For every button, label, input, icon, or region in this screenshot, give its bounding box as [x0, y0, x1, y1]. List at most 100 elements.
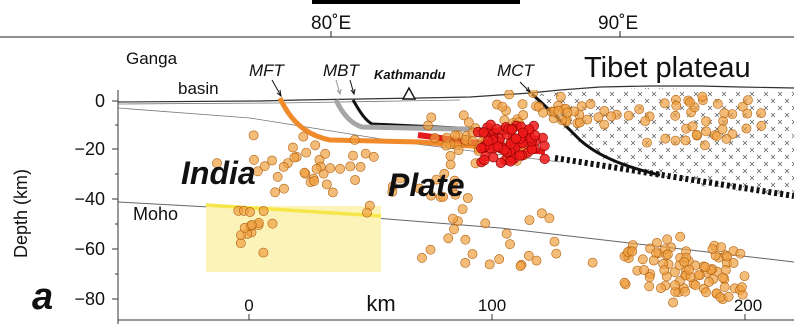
small-event-dot [447, 213, 458, 224]
scale-bar [312, 0, 520, 4]
large-event-dot [476, 143, 487, 154]
small-event-dot [693, 270, 704, 280]
small-event-dot [660, 133, 671, 144]
x-tick-100: 100 [478, 296, 506, 315]
small-event-dot [272, 171, 283, 182]
small-event-dot [258, 206, 269, 216]
large-event-dot [505, 156, 516, 167]
small-event-dot [756, 120, 767, 131]
small-event-dot [325, 163, 336, 174]
label-mft: MFT [249, 61, 286, 80]
small-event-dot [623, 110, 634, 121]
moho-region-box [206, 206, 381, 272]
small-event-dot [445, 150, 456, 161]
small-event-dot [531, 255, 542, 266]
small-event-dot [248, 130, 259, 141]
small-event-dot [687, 121, 698, 132]
label-ganga: Ganga [126, 49, 178, 68]
large-event-dot [479, 155, 490, 166]
small-event-dot [299, 167, 310, 178]
small-event-dot [270, 187, 280, 198]
label-tibet-plateau: Tibet plateau [584, 52, 751, 84]
small-event-dot [697, 91, 708, 102]
small-event-dot [717, 124, 728, 135]
large-event-dot [495, 157, 506, 168]
label-mbt: MBT [323, 61, 361, 80]
small-event-dot [321, 179, 332, 190]
y-ticks [112, 100, 118, 300]
small-event-dot [551, 248, 562, 259]
small-event-dot [679, 257, 690, 267]
y-tick-80: −80 [74, 289, 105, 309]
small-event-dot [599, 119, 610, 130]
small-event-dot [287, 142, 298, 153]
small-event-dot [652, 237, 662, 248]
small-event-dot [743, 95, 753, 105]
small-event-dot [518, 110, 529, 120]
small-event-dot [684, 264, 695, 275]
small-event-dot [252, 166, 263, 177]
small-event-dot [675, 231, 686, 242]
small-event-dot [355, 161, 366, 172]
large-event-dot [478, 127, 489, 138]
small-event-dot [728, 258, 739, 268]
small-event-dot [289, 152, 300, 163]
mht-dashed [554, 155, 794, 199]
moho-highlight [205, 203, 382, 218]
large-event-dot [510, 133, 522, 144]
small-event-dot [671, 100, 682, 111]
small-event-dot [701, 116, 711, 127]
small-event-dot [438, 191, 448, 202]
large-event-dot [488, 152, 499, 163]
small-event-dot [524, 215, 535, 225]
small-event-dot [441, 132, 452, 143]
top-tick-90E: 90˚E [598, 13, 638, 34]
small-event-dot [267, 218, 278, 229]
small-event-dot [662, 249, 673, 260]
small-event-dot [680, 135, 691, 146]
large-events-group [472, 119, 550, 168]
small-event-dot [739, 271, 750, 281]
label-mct: MCT [497, 61, 535, 80]
small-event-dot [267, 155, 277, 166]
small-event-dot [443, 233, 454, 244]
label-india: India [181, 155, 256, 191]
label-plate: Plate [388, 167, 464, 203]
small-event-dot [576, 101, 587, 112]
small-event-dot [501, 228, 512, 239]
small-event-dot [450, 189, 461, 200]
small-event-dot [368, 151, 379, 162]
large-event-dot [483, 135, 494, 146]
small-event-dot [704, 277, 714, 287]
large-event-dot [517, 127, 529, 138]
x-tick-0: 0 [244, 296, 253, 315]
small-event-dot [557, 115, 567, 125]
small-event-dot [538, 107, 548, 118]
small-event-dot [431, 174, 442, 185]
small-event-dot [593, 112, 604, 123]
large-event-dot [539, 140, 550, 151]
small-event-dot [606, 111, 617, 122]
mbt-thrust [333, 98, 501, 133]
small-event-dot [670, 110, 681, 121]
y-tick-40: −40 [74, 189, 105, 209]
small-event-dot [279, 183, 289, 194]
small-event-dot [467, 249, 478, 259]
small-event-dot [310, 140, 321, 151]
small-event-dot [258, 247, 269, 258]
small-event-dot [387, 186, 398, 197]
small-event-dot [395, 173, 406, 184]
small-event-dot [719, 108, 730, 119]
small-event-dot [320, 148, 331, 159]
small-event-dot [707, 244, 718, 254]
top-tick-80E: 80˚E [311, 13, 351, 34]
y-tick-20: −20 [74, 139, 105, 159]
small-event-dot [669, 267, 680, 278]
label-basin: basin [178, 79, 219, 98]
small-event-dot [639, 265, 649, 275]
small-event-dot [637, 254, 648, 265]
small-event-dot [619, 277, 630, 288]
small-event-dot [414, 183, 425, 194]
small-event-dot [460, 257, 471, 268]
